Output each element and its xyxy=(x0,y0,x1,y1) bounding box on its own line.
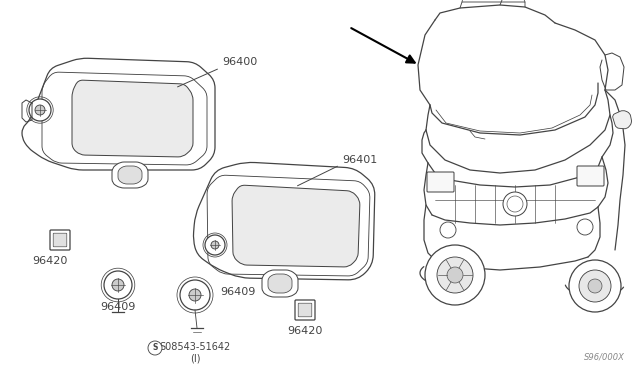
PathPatch shape xyxy=(118,166,142,184)
PathPatch shape xyxy=(22,58,215,170)
Circle shape xyxy=(425,245,485,305)
Circle shape xyxy=(507,196,523,212)
Circle shape xyxy=(503,192,527,216)
Circle shape xyxy=(440,222,456,238)
Text: S: S xyxy=(152,343,157,353)
PathPatch shape xyxy=(232,185,360,267)
Circle shape xyxy=(29,99,51,121)
Circle shape xyxy=(35,105,45,115)
Text: 96400: 96400 xyxy=(222,57,257,67)
Circle shape xyxy=(437,257,473,293)
PathPatch shape xyxy=(612,110,632,129)
Text: 96420: 96420 xyxy=(32,256,68,266)
PathPatch shape xyxy=(262,270,298,297)
Text: 96420: 96420 xyxy=(287,326,323,336)
Circle shape xyxy=(447,267,463,283)
Circle shape xyxy=(148,341,162,355)
FancyBboxPatch shape xyxy=(50,230,70,250)
Circle shape xyxy=(211,241,219,249)
Text: 96409: 96409 xyxy=(220,287,255,297)
Circle shape xyxy=(205,235,225,255)
Circle shape xyxy=(588,279,602,293)
Text: S96/000X: S96/000X xyxy=(584,353,625,362)
PathPatch shape xyxy=(112,162,148,188)
PathPatch shape xyxy=(193,163,375,280)
FancyBboxPatch shape xyxy=(298,303,312,317)
Text: S08543-51642
(I): S08543-51642 (I) xyxy=(159,342,230,363)
Circle shape xyxy=(112,279,124,291)
Circle shape xyxy=(189,289,201,301)
FancyBboxPatch shape xyxy=(427,172,454,192)
Circle shape xyxy=(104,271,132,299)
Circle shape xyxy=(579,270,611,302)
FancyBboxPatch shape xyxy=(295,300,315,320)
FancyBboxPatch shape xyxy=(53,233,67,247)
Circle shape xyxy=(569,260,621,312)
Text: 96409: 96409 xyxy=(100,302,136,312)
Circle shape xyxy=(577,219,593,235)
FancyBboxPatch shape xyxy=(577,166,604,186)
PathPatch shape xyxy=(268,274,292,293)
Circle shape xyxy=(180,280,210,310)
Text: 96401: 96401 xyxy=(342,155,377,165)
PathPatch shape xyxy=(72,80,193,157)
